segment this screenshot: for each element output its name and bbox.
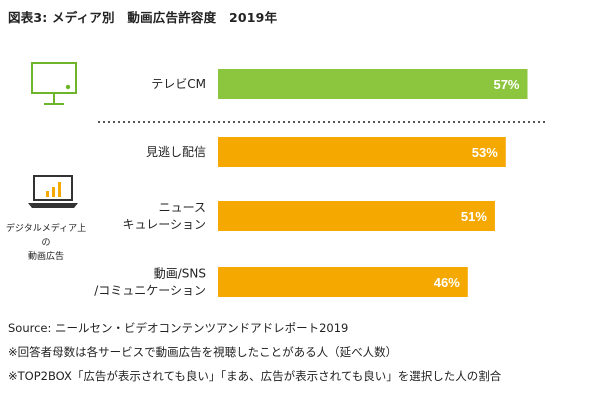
source-note: Source: ニールセン・ビデオコンテンツアンドアドレポート2019 bbox=[8, 321, 349, 335]
laptop-chart-icon bbox=[28, 175, 78, 208]
digital-media-group-label: デジタルメディア上の 動画広告 bbox=[2, 222, 90, 264]
value-label-3: 46% bbox=[434, 275, 460, 290]
category-label-3-0: 動画/SNS bbox=[154, 267, 206, 281]
category-label-2-0: ニュース bbox=[159, 201, 206, 215]
bar-2 bbox=[218, 201, 495, 231]
respondent-note: ※回答者母数は各サービスで動画広告を視聴したことがある人（延べ人数） bbox=[8, 345, 398, 359]
value-label-1: 53% bbox=[472, 145, 498, 160]
bar-3 bbox=[218, 267, 468, 297]
bar-1 bbox=[218, 137, 506, 167]
bar-0 bbox=[218, 69, 528, 99]
category-label-3-1: /コミュニケーション bbox=[94, 284, 206, 298]
category-label-1-0: 見逃し配信 bbox=[146, 145, 206, 159]
digital-label-line1: デジタルメディア上の bbox=[5, 224, 87, 248]
digital-label-line2: 動画広告 bbox=[27, 252, 64, 262]
category-label-2-1: キュレーション bbox=[122, 218, 206, 232]
category-label-0-0: テレビCM bbox=[151, 77, 206, 91]
top2box-note: ※TOP2BOX「広告が表示されても良い」「まあ、広告が表示されても良い」を選択… bbox=[8, 369, 502, 383]
value-label-0: 57% bbox=[493, 77, 519, 92]
tv-icon bbox=[31, 62, 77, 105]
chart-title: 図表3: メディア別 動画広告許容度 2019年 bbox=[8, 10, 278, 25]
value-label-2: 51% bbox=[461, 209, 487, 224]
